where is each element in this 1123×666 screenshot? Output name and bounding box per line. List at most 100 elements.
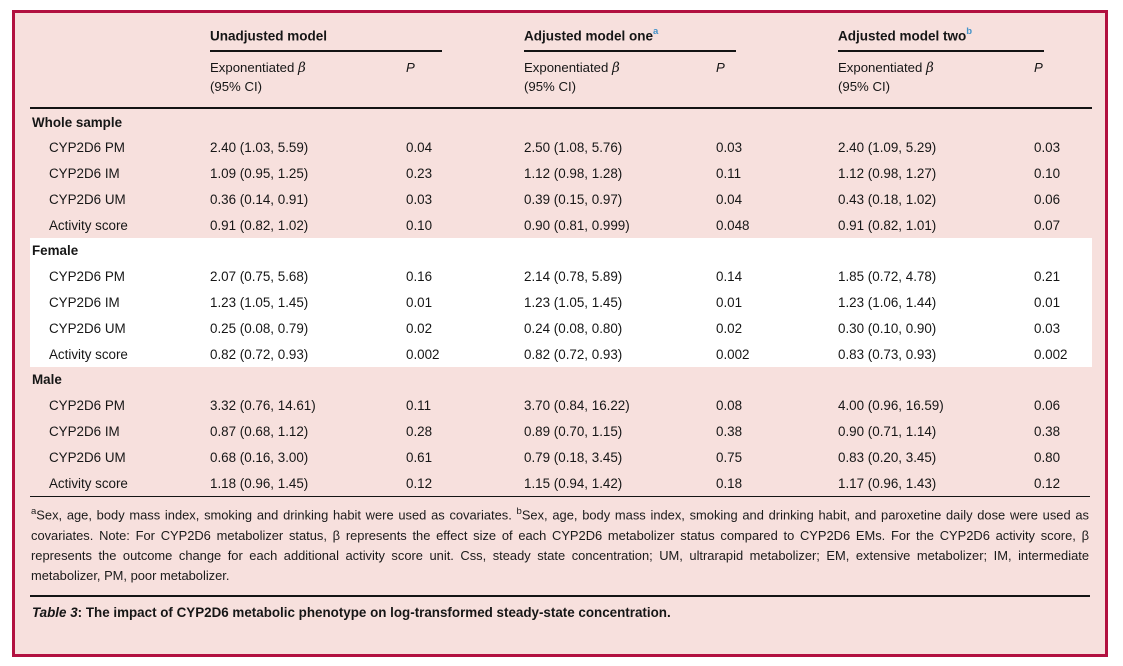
p-value-cell: 0.01 xyxy=(1034,289,1092,316)
row-label: CYP2D6 PM xyxy=(49,398,125,414)
beta-ci-cell: 1.23 (1.06, 1.44) xyxy=(838,289,1034,316)
ci-label: (95% CI) xyxy=(210,78,263,94)
beta-ci-cell: 4.00 (0.96, 16.59) xyxy=(838,398,944,414)
p-value-cell: 0.06 xyxy=(1034,398,1061,414)
row-label: CYP2D6 IM xyxy=(49,166,120,182)
section-header-row: Whole sample xyxy=(30,108,1092,135)
p-value-cell: 0.002 xyxy=(1034,341,1092,367)
beta-ci-cell: 0.83 (0.73, 0.93) xyxy=(838,341,1034,367)
beta-ci-cell: 2.50 (1.08, 5.76) xyxy=(524,140,623,156)
results-table: Unadjusted model Adjusted model onea Adj… xyxy=(30,24,1092,496)
footnote-text-b: Sex, age, body mass index, smoking and d… xyxy=(31,507,1089,584)
p-value-cell: 0.38 xyxy=(716,423,743,439)
section-header-row: Male xyxy=(30,367,1092,393)
p-column-header: P xyxy=(1034,52,1092,110)
beta-column-header: Exponentiated β (95% CI) xyxy=(524,52,716,110)
group-header-adjusted-two: Adjusted model twob xyxy=(838,24,1092,53)
beta-word: Exponentiated xyxy=(210,60,295,76)
group-label: Adjusted model two xyxy=(838,28,967,44)
beta-ci-cell: 2.14 (0.78, 5.89) xyxy=(524,263,716,290)
beta-ci-cell: 0.30 (0.10, 0.90) xyxy=(838,315,1034,342)
table-row: CYP2D6 UM 0.68 (0.16, 3.00) 0.61 0.79 (0.18… xyxy=(30,444,1092,470)
group-label: Adjusted model one xyxy=(524,28,654,44)
beta-ci-cell: 1.85 (0.72, 4.78) xyxy=(838,263,1034,290)
caption-separator: : xyxy=(77,604,86,620)
p-value-cell: 0.002 xyxy=(716,341,838,367)
beta-ci-cell: 0.91 (0.82, 1.02) xyxy=(210,217,309,233)
caption-label: Table 3 xyxy=(32,604,78,620)
table-row: Activity score 0.91 (0.82, 1.02) 0.10 0.90 … xyxy=(30,212,1092,238)
p-value-cell: 0.14 xyxy=(716,263,838,290)
footnote-marker-a: a xyxy=(31,505,37,517)
p-value-cell: 0.07 xyxy=(1034,217,1061,233)
beta-ci-cell: 0.82 (0.72, 0.93) xyxy=(524,341,716,367)
footnote: aSex, age, body mass index, smoking and … xyxy=(30,495,1090,595)
beta-ci-cell: 1.18 (0.96, 1.45) xyxy=(210,475,309,491)
table-row: Activity score 1.18 (0.96, 1.45) 0.12 1.15 … xyxy=(30,470,1092,496)
table-row: CYP2D6 PM 2.07 (0.75, 5.68) 0.16 2.14 (0.78… xyxy=(30,263,1092,290)
beta-ci-cell: 1.23 (1.05, 1.45) xyxy=(210,289,406,316)
row-label: Activity score xyxy=(30,341,210,367)
section-label: Female xyxy=(30,238,1092,264)
empty-corner-cell xyxy=(30,24,210,52)
p-value-cell: 0.04 xyxy=(406,140,433,156)
beta-ci-cell: 1.23 (1.05, 1.45) xyxy=(524,289,716,316)
superscript-a: a xyxy=(653,26,659,37)
group-label: Unadjusted model xyxy=(210,28,328,44)
table-row: CYP2D6 PM 3.32 (0.76, 14.61) 0.11 3.70 (0.8… xyxy=(30,393,1092,419)
table-row: CYP2D6 IM 1.23 (1.05, 1.45) 0.01 1.23 (1.05… xyxy=(30,289,1092,316)
beta-ci-cell: 0.36 (0.14, 0.91) xyxy=(210,191,309,207)
beta-column-header: Exponentiated β (95% CI) xyxy=(210,52,406,110)
superscript-b: b xyxy=(966,26,973,37)
p-value-cell: 0.61 xyxy=(406,449,433,465)
p-value-cell: 0.02 xyxy=(406,315,524,342)
p-value-cell: 0.08 xyxy=(716,398,743,414)
footnote-marker-b: b xyxy=(516,505,522,517)
p-value-cell: 0.80 xyxy=(1034,449,1061,465)
table-panel: Unadjusted model Adjusted model onea Adj… xyxy=(12,10,1108,657)
beta-word: Exponentiated xyxy=(524,60,609,76)
p-value-cell: 0.01 xyxy=(716,289,838,316)
row-label: CYP2D6 IM xyxy=(30,289,210,316)
row-label: CYP2D6 IM xyxy=(49,423,120,439)
beta-ci-cell: 0.82 (0.72, 0.93) xyxy=(210,341,406,367)
table-body: Whole sample CYP2D6 PM 2.40 (1.03, 5.59) 0.… xyxy=(30,108,1092,496)
row-label: CYP2D6 UM xyxy=(49,449,126,465)
beta-column-header: Exponentiated β (95% CI) xyxy=(838,52,1034,110)
row-label: Activity score xyxy=(49,475,128,491)
p-value-cell: 0.01 xyxy=(406,289,524,316)
p-value-cell: 0.28 xyxy=(406,423,433,439)
p-value-cell: 0.23 xyxy=(406,166,433,182)
beta-ci-cell: 1.17 (0.96, 1.43) xyxy=(838,475,937,491)
beta-ci-cell: 0.89 (0.70, 1.15) xyxy=(524,423,623,439)
p-value-cell: 0.03 xyxy=(406,191,433,207)
model-header-row: Unadjusted model Adjusted model onea Adj… xyxy=(30,24,1092,53)
p-value-cell: 0.002 xyxy=(406,341,524,367)
beta-ci-cell: 0.39 (0.15, 0.97) xyxy=(524,191,623,207)
beta-ci-cell: 0.24 (0.08, 0.80) xyxy=(524,315,716,342)
table-row: CYP2D6 PM 2.40 (1.03, 5.59) 0.04 2.50 (1.08… xyxy=(30,135,1092,161)
section-label: Male xyxy=(32,372,62,388)
section-label: Whole sample xyxy=(32,114,123,130)
row-label: Activity score xyxy=(49,217,128,233)
p-value-cell: 0.02 xyxy=(716,315,838,342)
beta-ci-cell: 0.91 (0.82, 1.01) xyxy=(838,217,937,233)
sub-header-row: Exponentiated β (95% CI) P Exponentiated … xyxy=(30,52,1092,110)
row-label: CYP2D6 PM xyxy=(49,140,125,156)
beta-ci-cell: 3.32 (0.76, 14.61) xyxy=(210,398,316,414)
p-value-cell: 0.75 xyxy=(716,449,743,465)
beta-ci-cell: 1.09 (0.95, 1.25) xyxy=(210,166,309,182)
beta-ci-cell: 0.83 (0.20, 3.45) xyxy=(838,449,937,465)
beta-ci-cell: 2.40 (1.03, 5.59) xyxy=(210,140,309,156)
table-row: CYP2D6 UM 0.25 (0.08, 0.79) 0.02 0.24 (0.08… xyxy=(30,315,1092,342)
table-row: Activity score 0.82 (0.72, 0.93) 0.002 0.82… xyxy=(30,341,1092,367)
beta-ci-cell: 0.79 (0.18, 3.45) xyxy=(524,449,623,465)
beta-ci-cell: 0.68 (0.16, 3.00) xyxy=(210,449,309,465)
row-label: CYP2D6 UM xyxy=(49,191,126,207)
p-value-cell: 0.03 xyxy=(716,140,743,156)
beta-word: Exponentiated xyxy=(838,60,923,76)
beta-ci-cell: 2.07 (0.75, 5.68) xyxy=(210,263,406,290)
p-value-cell: 0.38 xyxy=(1034,423,1061,439)
group-header-adjusted-one: Adjusted model onea xyxy=(524,24,838,53)
p-value-cell: 0.11 xyxy=(716,166,742,182)
